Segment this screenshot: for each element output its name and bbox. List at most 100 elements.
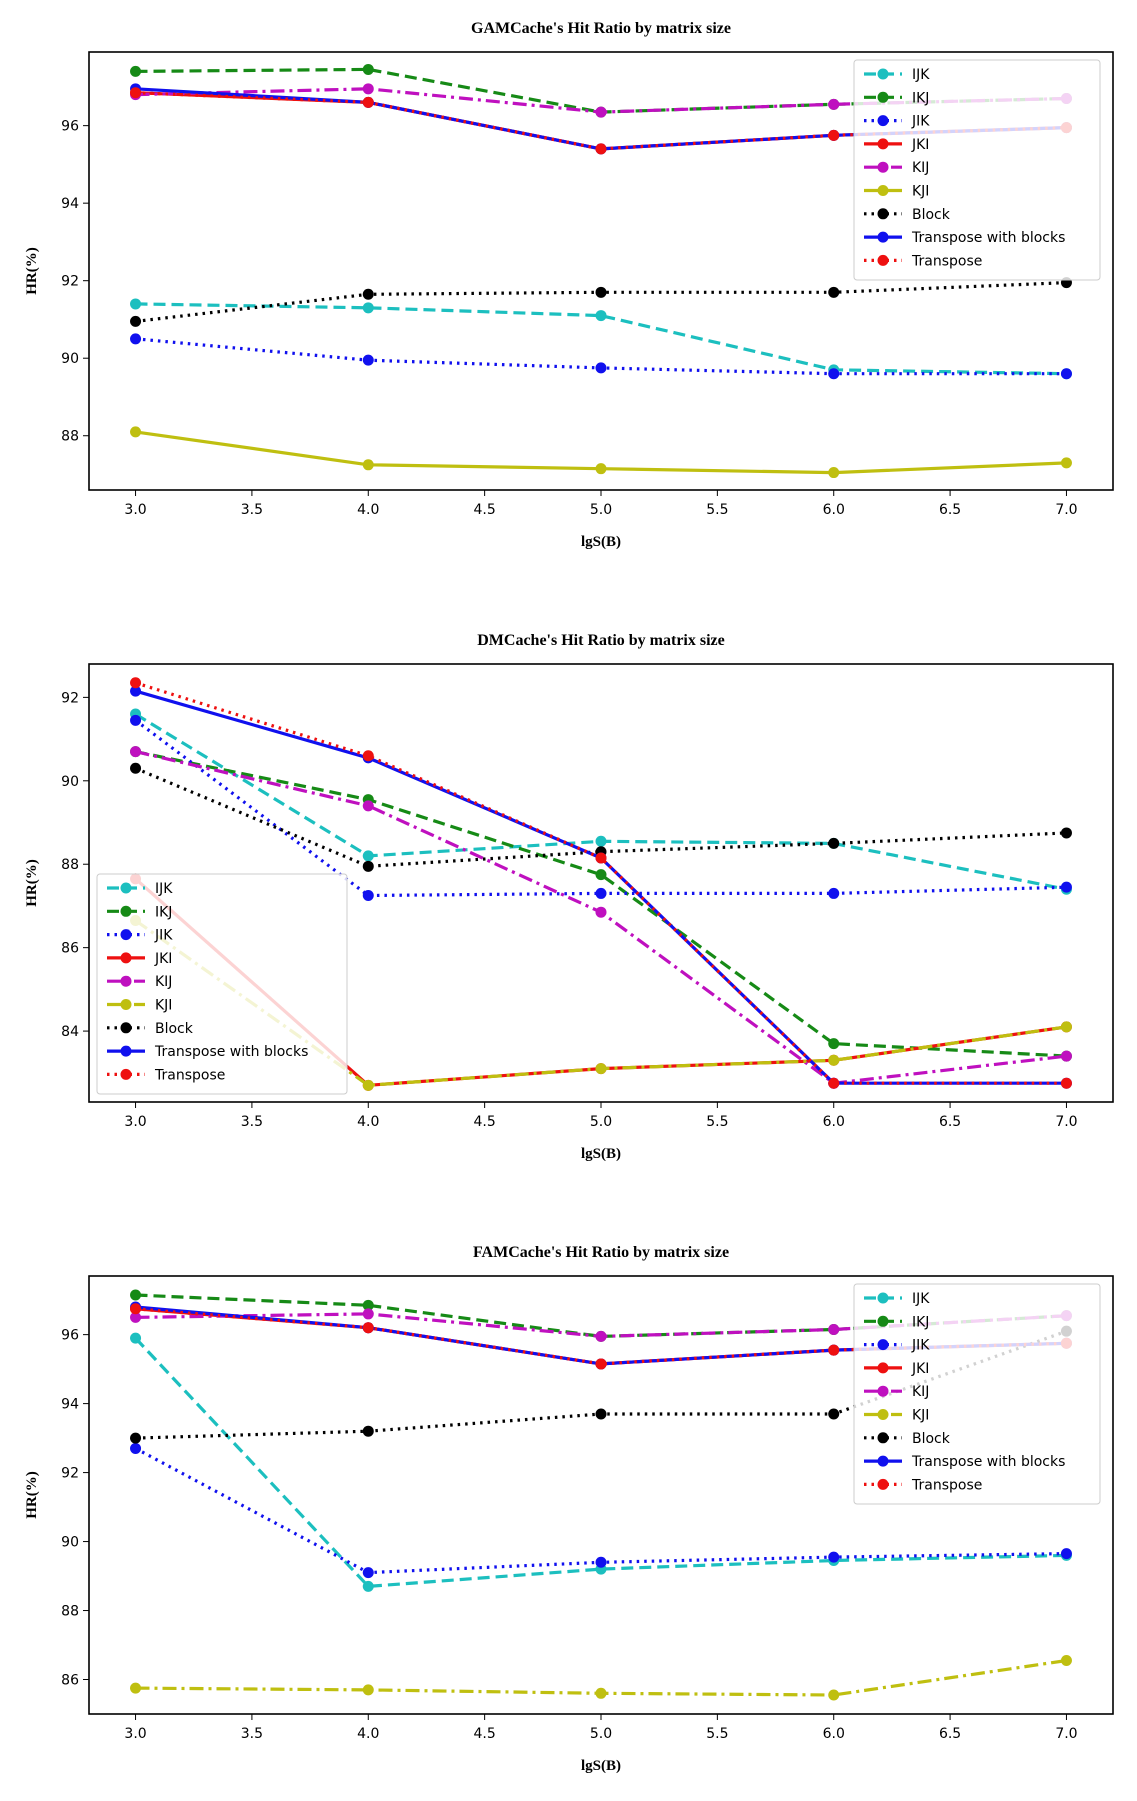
data-point bbox=[130, 87, 142, 99]
data-point bbox=[828, 129, 840, 141]
legend-box bbox=[96, 873, 348, 1095]
data-point bbox=[595, 906, 607, 918]
legend-marker bbox=[877, 115, 889, 127]
data-point bbox=[828, 467, 840, 479]
data-point bbox=[362, 860, 374, 872]
legend-marker bbox=[120, 1045, 132, 1057]
legend-label: Transpose bbox=[154, 1067, 225, 1083]
data-point bbox=[828, 368, 840, 380]
data-point bbox=[595, 463, 607, 475]
data-point bbox=[1060, 1050, 1072, 1062]
x-tick-label: 6.5 bbox=[939, 502, 961, 518]
legend-marker bbox=[877, 1478, 889, 1490]
data-point bbox=[130, 762, 142, 774]
y-tick-label: 86 bbox=[61, 941, 79, 957]
data-point bbox=[1060, 1077, 1072, 1089]
x-tick-label: 7.0 bbox=[1055, 1114, 1077, 1130]
plot-frame bbox=[88, 1275, 1114, 1715]
legend-marker bbox=[877, 254, 889, 266]
data-point bbox=[362, 750, 374, 762]
legend-marker bbox=[877, 1409, 889, 1420]
legend: IJK IKJ JIK JKI KIJ KJI Block Transpose with bl… bbox=[96, 873, 348, 1095]
legend-label: JIK bbox=[911, 114, 930, 130]
legend-label: KJI bbox=[155, 998, 172, 1014]
y-tick-label: 90 bbox=[61, 351, 79, 367]
data-point bbox=[595, 1556, 607, 1568]
legend-marker bbox=[120, 1022, 132, 1034]
legend-marker bbox=[877, 1385, 889, 1397]
data-point bbox=[595, 835, 607, 847]
x-axis-label: lgS(B) bbox=[581, 1146, 621, 1162]
data-point bbox=[130, 426, 142, 438]
x-tick-label: 3.0 bbox=[124, 1726, 146, 1742]
data-point bbox=[362, 96, 374, 108]
data-point bbox=[828, 1408, 840, 1420]
data-point bbox=[828, 1344, 840, 1356]
data-point bbox=[130, 65, 142, 77]
data-point bbox=[130, 1682, 142, 1694]
legend-marker bbox=[120, 952, 132, 964]
data-point bbox=[828, 887, 840, 899]
chart-title: DMCache's Hit Ratio by matrix size bbox=[477, 632, 725, 649]
y-tick-label: 94 bbox=[61, 196, 79, 212]
data-point bbox=[130, 685, 142, 697]
chart-panel-3: FAMCache's Hit Ratio by matrix size 3.0 3.… bbox=[24, 1244, 1114, 1774]
legend-marker bbox=[877, 231, 889, 243]
data-point bbox=[362, 63, 374, 75]
data-point bbox=[362, 1567, 374, 1579]
legend-marker bbox=[877, 1315, 889, 1327]
data-point bbox=[1060, 827, 1072, 839]
data-point bbox=[362, 1308, 374, 1320]
data-point bbox=[130, 677, 142, 689]
x-tick-label: 4.5 bbox=[474, 1726, 496, 1742]
y-tick-label: 84 bbox=[61, 1024, 79, 1040]
data-point bbox=[1060, 368, 1072, 380]
data-point bbox=[595, 362, 607, 374]
legend-box bbox=[853, 59, 1101, 281]
x-tick-label: 3.5 bbox=[241, 1114, 263, 1130]
data-point bbox=[595, 1358, 607, 1370]
data-point bbox=[130, 1442, 142, 1454]
legend-marker bbox=[120, 905, 132, 917]
legend-label: Transpose with blocks bbox=[911, 230, 1065, 246]
x-tick-label: 3.0 bbox=[124, 502, 146, 518]
series-line-jik bbox=[134, 719, 1067, 898]
y-tick-label: 92 bbox=[61, 690, 79, 706]
legend-box bbox=[853, 1283, 1101, 1505]
x-axis-label: lgS(B) bbox=[581, 1758, 621, 1774]
legend-label: KIJ bbox=[912, 1384, 929, 1400]
data-point bbox=[1060, 1548, 1072, 1560]
x-tick-label: 5.5 bbox=[706, 1114, 728, 1130]
x-tick-label: 6.0 bbox=[823, 502, 845, 518]
data-point bbox=[130, 746, 142, 758]
legend-marker bbox=[877, 138, 889, 150]
legend-marker bbox=[877, 185, 889, 196]
y-tick-label: 88 bbox=[61, 429, 79, 445]
legend: IJK IKJ JIK JKI KIJ KJI Block Transpose with bl… bbox=[853, 59, 1101, 281]
legend-label: Transpose bbox=[911, 1477, 982, 1493]
x-axis-label: lgS(B) bbox=[581, 534, 621, 550]
data-point bbox=[362, 288, 374, 300]
y-tick-label: 96 bbox=[61, 1328, 79, 1344]
data-point bbox=[828, 286, 840, 298]
x-tick-label: 4.0 bbox=[357, 1726, 379, 1742]
data-point bbox=[595, 106, 607, 118]
data-point bbox=[362, 83, 374, 95]
legend-label: IKJ bbox=[912, 90, 929, 106]
data-point bbox=[1060, 1655, 1072, 1667]
legend-label: IKJ bbox=[155, 904, 172, 920]
legend-label: Transpose with blocks bbox=[911, 1454, 1065, 1470]
data-point bbox=[130, 315, 142, 327]
data-point bbox=[828, 1077, 840, 1089]
data-point bbox=[828, 1038, 840, 1050]
legend-marker bbox=[877, 208, 889, 220]
data-point bbox=[595, 852, 607, 864]
data-point bbox=[595, 869, 607, 881]
data-point bbox=[130, 1332, 142, 1344]
series-line-ijk bbox=[135, 302, 1067, 376]
data-point bbox=[595, 1330, 607, 1342]
data-point bbox=[130, 1303, 142, 1315]
legend-marker bbox=[877, 1362, 889, 1374]
data-point bbox=[1060, 881, 1072, 893]
x-tick-label: 5.0 bbox=[590, 1726, 612, 1742]
